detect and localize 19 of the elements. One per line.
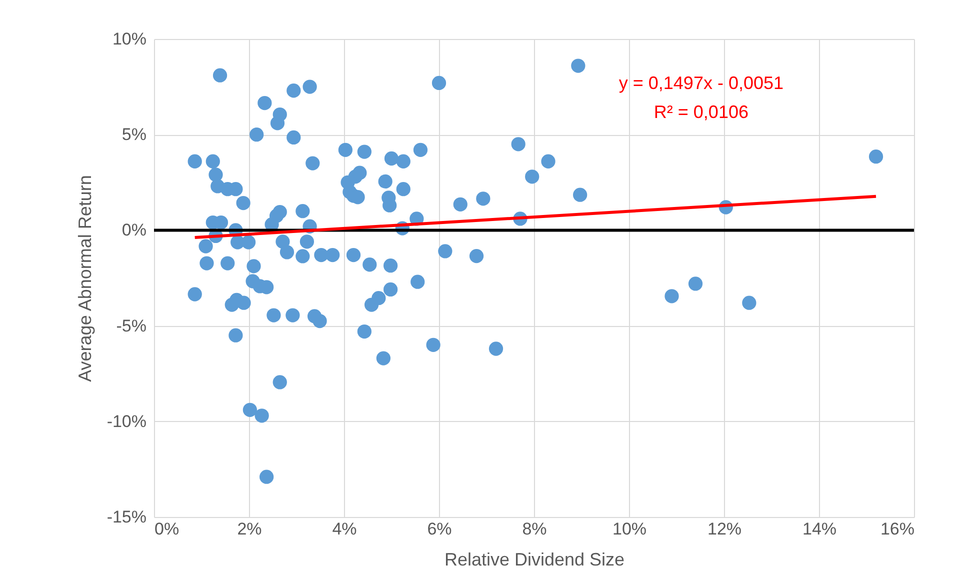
y-tick-label: 10% [112,30,146,48]
x-tick-label: 12% [707,520,742,538]
y-tick-label: -15% [106,508,146,526]
y-tick-label: -10% [106,412,146,431]
y-axis-title: Average Abnormal Return [74,175,95,382]
x-tick-label: 4% [332,520,357,538]
x-tick-label: 2% [237,520,262,538]
x-tick-label: 6% [427,520,452,538]
x-tick-label: 10% [612,520,647,538]
x-tick-label: 14% [802,520,837,538]
y-tick-label: -5% [116,316,146,336]
x-tick-label: 8% [522,520,547,538]
y-tick-label: 0% [122,220,146,240]
x-tick-label: 0% [154,520,180,538]
x-tick-label: 16% [880,520,914,538]
x-axis-title: Relative Dividend Size [444,550,625,570]
annotation: R² = 0,0106 [654,102,748,122]
annotation: y = 0,1497x - 0,0051 [618,73,784,93]
y-tick-label: 5% [122,125,146,144]
